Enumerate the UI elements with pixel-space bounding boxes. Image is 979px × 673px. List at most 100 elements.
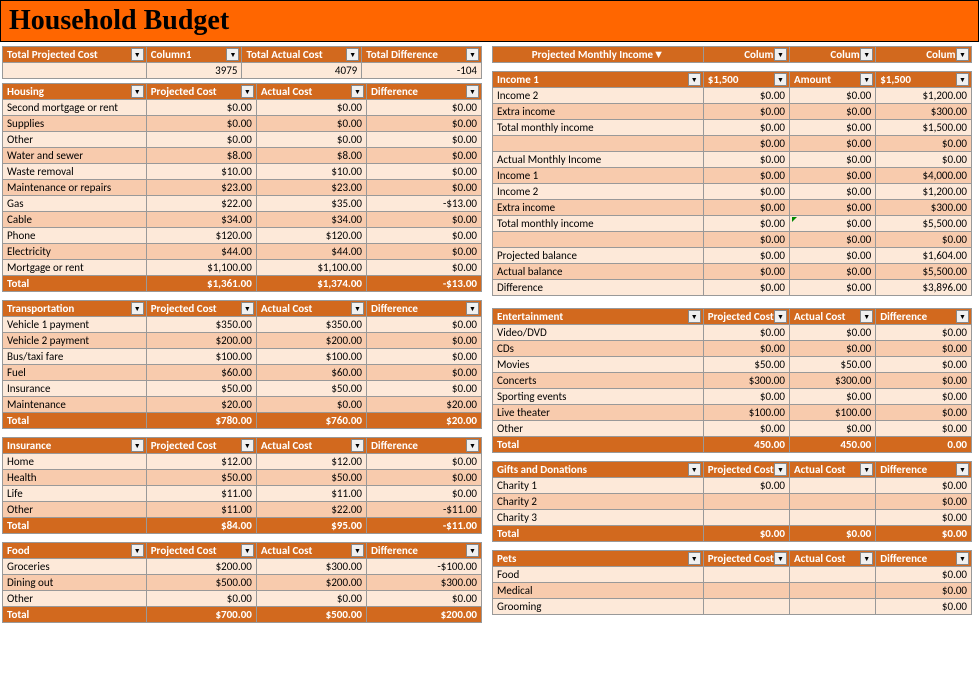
cell[interactable]: -104: [362, 63, 482, 79]
cell[interactable]: $0.00: [703, 200, 789, 216]
row-label[interactable]: Supplies: [3, 116, 147, 132]
chevron-down-icon[interactable]: ▼: [346, 48, 359, 61]
cell[interactable]: [789, 494, 875, 510]
section-title[interactable]: Pets▼: [493, 551, 704, 567]
cell[interactable]: $300.00: [256, 559, 366, 575]
chevron-down-icon[interactable]: ▼: [466, 439, 479, 452]
row-label[interactable]: Charity 2: [493, 494, 704, 510]
cell[interactable]: $0.00: [789, 88, 875, 104]
col-header[interactable]: Projected Cost▼: [703, 551, 789, 567]
cell[interactable]: $300.00: [367, 575, 482, 591]
th-1500[interactable]: $1,500▼: [703, 72, 789, 88]
th-total-diff[interactable]: Total Difference▼: [362, 47, 482, 63]
row-label[interactable]: Difference: [493, 280, 704, 296]
col-header[interactable]: Difference▼: [367, 84, 482, 100]
cell[interactable]: $0.00: [789, 389, 875, 405]
th-projected-income[interactable]: Projected Monthly Income▼: [493, 47, 704, 63]
cell[interactable]: $0.00: [703, 248, 789, 264]
cell[interactable]: $0.00: [789, 421, 875, 437]
chevron-down-icon[interactable]: ▼: [774, 310, 787, 323]
row-label[interactable]: Extra income: [493, 104, 704, 120]
cell[interactable]: $0.00: [367, 244, 482, 260]
cell[interactable]: $0.00: [703, 152, 789, 168]
cell[interactable]: $60.00: [146, 365, 256, 381]
cell[interactable]: $0.00: [703, 325, 789, 341]
chevron-down-icon[interactable]: ▼: [688, 552, 701, 565]
row-label[interactable]: Extra income: [493, 200, 704, 216]
cell[interactable]: $0.00: [789, 341, 875, 357]
row-label[interactable]: Actual Monthly Income: [493, 152, 704, 168]
cell[interactable]: $0.00: [703, 421, 789, 437]
row-label[interactable]: Maintenance or repairs: [3, 180, 147, 196]
row-label[interactable]: Mortgage or rent: [3, 260, 147, 276]
cell[interactable]: 4079: [242, 63, 362, 79]
cell[interactable]: $0.00: [789, 248, 875, 264]
section-title[interactable]: Food▼: [3, 543, 147, 559]
cell[interactable]: [3, 63, 147, 79]
chevron-down-icon[interactable]: ▼: [241, 439, 254, 452]
chevron-down-icon[interactable]: ▼: [466, 48, 479, 61]
cell[interactable]: $0.00: [367, 180, 482, 196]
cell[interactable]: $50.00: [703, 357, 789, 373]
cell[interactable]: $35.00: [256, 196, 366, 212]
cell[interactable]: $0.00: [789, 136, 875, 152]
chevron-down-icon[interactable]: ▼: [131, 544, 144, 557]
cell[interactable]: $0.00: [703, 104, 789, 120]
cell[interactable]: $0.00: [146, 116, 256, 132]
cell[interactable]: $0.00: [703, 184, 789, 200]
cell[interactable]: $1,604.00: [876, 248, 972, 264]
chevron-down-icon[interactable]: ▼: [131, 302, 144, 315]
cell[interactable]: $0.00: [789, 120, 875, 136]
cell[interactable]: [703, 494, 789, 510]
cell[interactable]: $0.00: [789, 280, 875, 296]
cell[interactable]: $60.00: [256, 365, 366, 381]
cell[interactable]: $350.00: [256, 317, 366, 333]
chevron-down-icon[interactable]: ▼: [688, 310, 701, 323]
cell[interactable]: $0.00: [876, 583, 972, 599]
cell[interactable]: $0.00: [876, 325, 972, 341]
th-col2[interactable]: Column2▼: [789, 47, 875, 63]
col-header[interactable]: Difference▼: [876, 462, 972, 478]
col-header[interactable]: Difference▼: [367, 543, 482, 559]
col-header[interactable]: Difference▼: [367, 438, 482, 454]
cell[interactable]: $0.00: [367, 132, 482, 148]
cell[interactable]: $100.00: [789, 405, 875, 421]
row-label[interactable]: Phone: [3, 228, 147, 244]
cell[interactable]: $3,896.00: [876, 280, 972, 296]
cell[interactable]: $4,000.00: [876, 168, 972, 184]
chevron-down-icon[interactable]: ▼: [466, 302, 479, 315]
cell[interactable]: $12.00: [146, 454, 256, 470]
cell[interactable]: $0.00: [367, 454, 482, 470]
cell[interactable]: $8.00: [146, 148, 256, 164]
cell[interactable]: [703, 583, 789, 599]
col-header[interactable]: Projected Cost▼: [146, 301, 256, 317]
chevron-down-icon[interactable]: ▼: [241, 85, 254, 98]
col-header[interactable]: Actual Cost▼: [256, 438, 366, 454]
row-label[interactable]: Maintenance: [3, 397, 147, 413]
cell[interactable]: $1,500.00: [876, 120, 972, 136]
row-label[interactable]: [493, 136, 704, 152]
cell[interactable]: $0.00: [367, 260, 482, 276]
row-label[interactable]: Grooming: [493, 599, 704, 615]
row-label[interactable]: Other: [3, 591, 147, 607]
col-header[interactable]: Projected Cost▼: [146, 84, 256, 100]
cell[interactable]: $0.00: [876, 478, 972, 494]
cell[interactable]: $0.00: [256, 591, 366, 607]
cell[interactable]: $34.00: [146, 212, 256, 228]
cell[interactable]: $200.00: [256, 575, 366, 591]
chevron-down-icon[interactable]: ▼: [956, 552, 969, 565]
cell[interactable]: $0.00: [876, 136, 972, 152]
cell[interactable]: $10.00: [146, 164, 256, 180]
row-label[interactable]: Second mortgage or rent: [3, 100, 147, 116]
cell[interactable]: $11.00: [146, 486, 256, 502]
cell[interactable]: $10.00: [256, 164, 366, 180]
row-label[interactable]: Home: [3, 454, 147, 470]
cell[interactable]: $50.00: [789, 357, 875, 373]
cell[interactable]: $350.00: [146, 317, 256, 333]
cell[interactable]: [703, 567, 789, 583]
col-header[interactable]: Actual Cost▼: [789, 462, 875, 478]
row-label[interactable]: Groceries: [3, 559, 147, 575]
cell[interactable]: $0.00: [703, 120, 789, 136]
col-header[interactable]: Difference▼: [367, 301, 482, 317]
chevron-down-icon[interactable]: ▼: [860, 48, 873, 61]
